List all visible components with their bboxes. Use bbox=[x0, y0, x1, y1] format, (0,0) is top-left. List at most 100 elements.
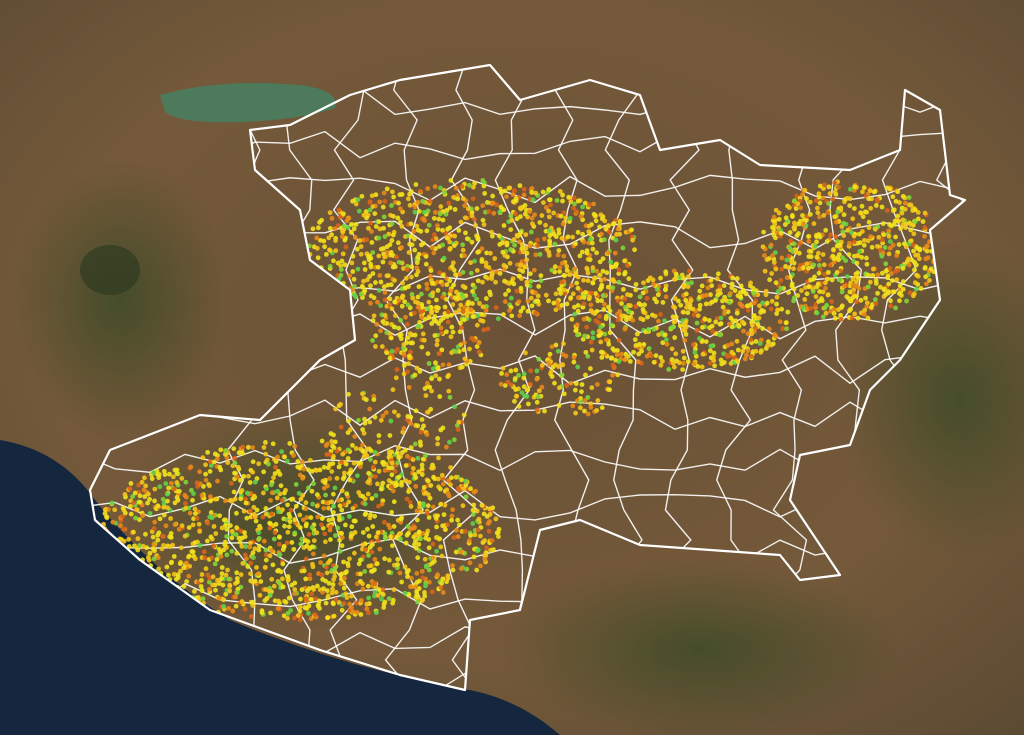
point bbox=[407, 500, 413, 505]
point bbox=[564, 268, 570, 273]
point bbox=[361, 430, 367, 436]
point bbox=[351, 518, 357, 524]
point bbox=[805, 265, 811, 271]
point bbox=[233, 594, 238, 600]
point bbox=[782, 222, 788, 227]
point bbox=[186, 573, 192, 579]
point bbox=[902, 206, 908, 212]
point bbox=[364, 237, 370, 243]
point bbox=[462, 203, 468, 209]
point bbox=[412, 372, 418, 378]
municipal-line bbox=[442, 65, 481, 690]
point bbox=[548, 202, 553, 208]
point bbox=[450, 329, 456, 335]
point bbox=[263, 587, 269, 592]
point bbox=[908, 202, 914, 208]
point bbox=[263, 547, 269, 553]
point bbox=[256, 543, 262, 549]
point bbox=[745, 307, 751, 313]
point bbox=[352, 284, 357, 289]
point bbox=[419, 598, 425, 604]
point bbox=[331, 258, 336, 264]
point bbox=[453, 349, 459, 354]
point bbox=[683, 324, 689, 330]
point bbox=[408, 504, 414, 509]
point bbox=[102, 511, 108, 517]
point bbox=[612, 250, 618, 256]
point bbox=[652, 313, 658, 319]
point bbox=[678, 302, 684, 308]
point bbox=[539, 384, 545, 390]
point bbox=[209, 555, 215, 561]
point bbox=[244, 556, 249, 562]
point bbox=[399, 303, 405, 309]
point bbox=[368, 448, 374, 453]
point bbox=[405, 196, 411, 202]
point bbox=[528, 229, 534, 235]
point bbox=[188, 464, 194, 470]
point bbox=[832, 315, 838, 321]
point bbox=[556, 287, 562, 292]
point bbox=[424, 432, 430, 437]
point bbox=[436, 305, 441, 311]
point bbox=[340, 451, 346, 457]
point bbox=[888, 271, 894, 276]
point bbox=[664, 341, 670, 347]
point bbox=[600, 268, 606, 274]
point bbox=[419, 417, 425, 422]
point bbox=[149, 476, 155, 482]
point bbox=[711, 358, 717, 363]
point bbox=[360, 295, 365, 301]
point bbox=[435, 436, 441, 441]
point bbox=[171, 554, 177, 559]
point bbox=[807, 199, 813, 205]
point bbox=[380, 592, 386, 597]
point bbox=[448, 334, 454, 340]
point bbox=[329, 439, 335, 444]
point bbox=[237, 477, 243, 483]
point bbox=[370, 542, 375, 547]
point bbox=[745, 348, 751, 354]
point bbox=[186, 525, 192, 530]
point bbox=[537, 220, 543, 225]
point bbox=[728, 315, 734, 321]
point bbox=[750, 318, 756, 324]
point bbox=[387, 525, 393, 531]
point bbox=[208, 463, 214, 469]
point bbox=[447, 239, 453, 245]
point bbox=[620, 245, 626, 251]
point bbox=[139, 479, 145, 485]
point bbox=[269, 490, 275, 496]
point bbox=[442, 190, 447, 195]
point bbox=[313, 596, 318, 602]
point bbox=[225, 567, 230, 573]
point bbox=[425, 351, 431, 356]
point bbox=[403, 463, 409, 468]
point bbox=[834, 269, 840, 275]
point bbox=[722, 294, 728, 300]
point bbox=[495, 316, 501, 322]
point bbox=[858, 210, 864, 216]
point bbox=[475, 527, 481, 533]
point bbox=[363, 397, 369, 403]
point bbox=[438, 185, 443, 191]
point bbox=[275, 488, 281, 494]
lake bbox=[160, 82, 336, 123]
point bbox=[765, 339, 771, 345]
point bbox=[311, 587, 317, 592]
point bbox=[382, 297, 388, 303]
point bbox=[553, 291, 559, 297]
point bbox=[611, 365, 617, 370]
point bbox=[672, 276, 677, 282]
point bbox=[303, 500, 309, 506]
point bbox=[327, 527, 333, 533]
point bbox=[438, 317, 444, 323]
point bbox=[234, 576, 240, 581]
point bbox=[151, 470, 157, 475]
point bbox=[474, 322, 480, 328]
point bbox=[478, 317, 484, 323]
point bbox=[333, 238, 339, 243]
point bbox=[349, 604, 354, 610]
point bbox=[324, 565, 329, 570]
point bbox=[414, 591, 420, 597]
